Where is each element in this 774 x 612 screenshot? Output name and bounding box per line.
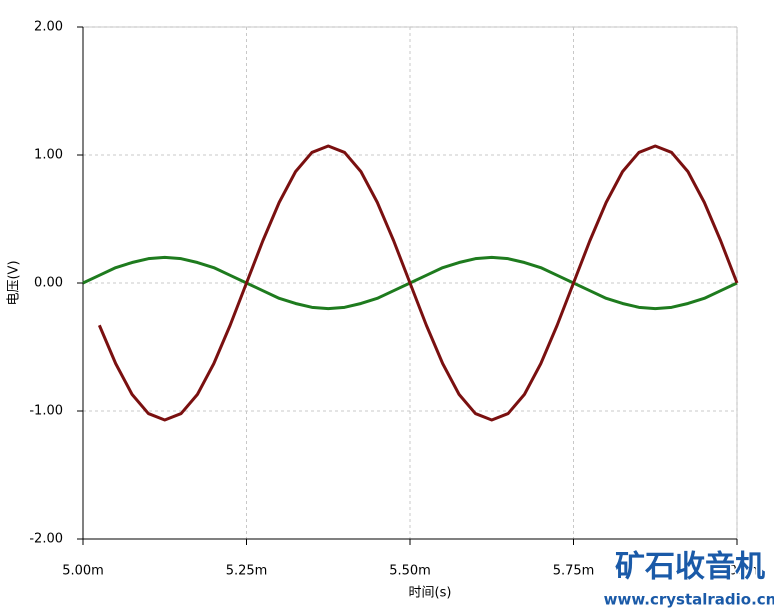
y-tick-label: 0.00 (34, 276, 63, 291)
x-tick-label: 5.75m (553, 564, 595, 579)
x-tick-label: 5.50m (389, 564, 431, 579)
data-line (97, 144, 739, 422)
y-tick-label: -2.00 (29, 532, 63, 547)
y-tick-label: 1.00 (34, 148, 63, 163)
y-tick-label: -1.00 (29, 404, 63, 419)
x-tick-label: 6.00m (716, 564, 758, 579)
x-tick-label: 5.00m (62, 564, 104, 579)
y-tick-label: 2.00 (34, 20, 63, 35)
x-tick-label: 5.25m (226, 564, 268, 579)
x-axis-label: 时间(s) (409, 586, 452, 601)
watermark-title: 矿石收音机 (615, 550, 765, 585)
watermark-url: www.crystalradio.cn (604, 591, 774, 609)
y-axis-label: 电压(V) (7, 260, 22, 305)
